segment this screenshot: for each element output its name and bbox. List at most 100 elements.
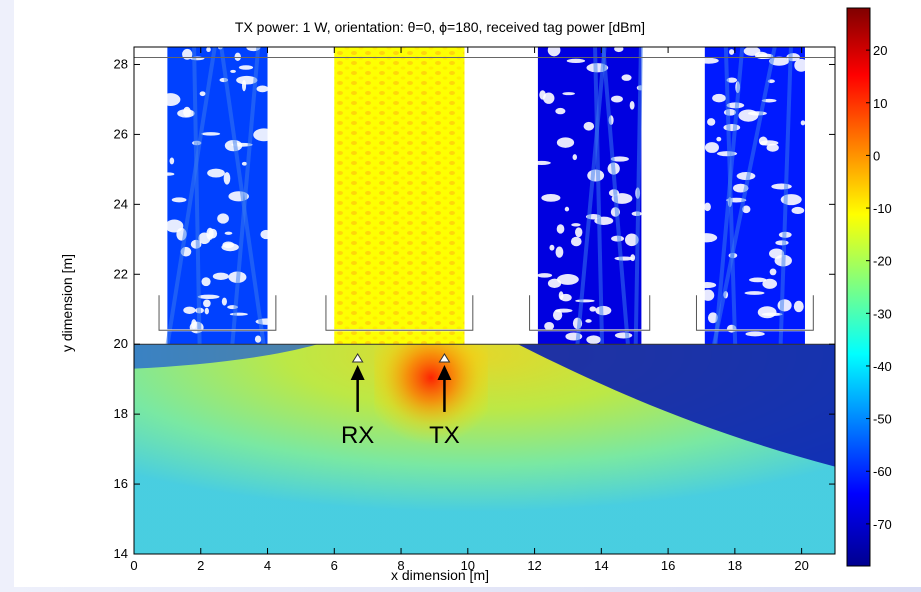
no-signal-patch [614,332,633,339]
no-signal-patch [775,240,789,246]
no-signal-patch [201,277,211,287]
annotation-tx: TX [429,352,460,449]
colorbar-tick-label: -40 [873,359,892,374]
colorbar: 20 10 0 -10 -20 -30 -40 -50 -60 -70 [846,7,892,567]
wall-segment [695,295,814,331]
no-signal-patch [254,335,262,343]
ray-streak [230,46,261,345]
no-signal-patch [230,69,236,73]
no-signal-patch [543,92,555,104]
no-signal-patch [621,74,632,81]
no-signal-patch [171,197,187,203]
region-room-2 [334,47,465,345]
no-signal-patch [199,91,206,97]
colorbar-tick-label: 10 [873,96,887,111]
no-signal-patch [723,123,741,132]
ray-streak [633,46,643,345]
no-signal-patch [712,93,726,103]
no-signal-patch [610,156,629,162]
no-signal-patch [791,206,805,214]
no-signal-patch [160,93,181,106]
no-signal-patch [575,299,595,303]
no-signal-patch [726,77,738,83]
arrow-head [350,364,365,380]
no-signal-patch [762,278,778,289]
no-signal-patch [224,231,233,235]
no-signal-patch [162,172,175,176]
ray-streak [712,46,777,345]
corridor-shadow-left [134,344,318,369]
no-signal-patch [549,244,555,251]
ray-streak [593,46,605,345]
no-signal-patch [748,277,767,283]
colorbar-tick-label: -60 [873,464,892,479]
no-signal-patch [629,100,635,110]
no-signal-patch [217,213,229,224]
x-tick-label: 14 [594,558,608,573]
no-signal-patch [222,241,235,249]
colorbar-tick-label: 0 [873,148,880,163]
no-signal-patch [794,58,809,72]
region-room-1 [160,43,278,345]
colorbar-tick-label: -70 [873,517,892,532]
no-signal-patch [201,132,221,136]
no-signal-patch [552,309,563,321]
x-axis: 0 2 4 6 8 10 12 14 16 18 20 [130,46,836,573]
no-signal-patch [556,274,579,285]
region-corridor [134,344,835,554]
no-signal-patch [183,306,196,314]
no-signal-patch [793,300,804,313]
no-signal-patch [771,183,792,190]
annotation-rx: RX [341,352,374,449]
wall-segment [158,295,277,331]
no-signal-patch [729,49,735,55]
colorbar-tick-label: 20 [873,43,887,58]
no-signal-patch [566,58,586,64]
no-signal-patch [698,57,719,64]
no-signal-patch [757,306,777,319]
no-signal-patch [238,65,254,70]
no-signal-patch [701,289,715,301]
no-signal-patch [743,46,761,56]
no-signal-patch [260,229,272,240]
ray-streak [192,46,202,345]
no-signal-patch [544,321,555,331]
no-signal-patch [570,236,582,247]
x-tick-label: 8 [397,558,404,573]
y-tick-label: 16 [114,476,128,491]
no-signal-patch [169,157,175,165]
no-signal-patch [575,227,583,238]
no-signal-patch [624,233,639,247]
no-signal-patch [253,128,275,142]
x-axis-label: x dimension [m] [391,567,489,583]
no-signal-patch [191,319,197,329]
no-signal-patch [236,75,258,85]
room-speckle [334,47,465,345]
y-tick-label: 22 [114,266,128,281]
no-signal-patch [229,312,248,316]
no-signal-patch [177,109,195,118]
ray-streak [601,46,630,345]
no-signal-patch [212,272,229,280]
no-signal-patch [745,331,765,337]
no-signal-patch [223,172,231,185]
no-signal-patch [742,205,751,214]
no-signal-patch [583,121,595,131]
no-signal-patch [777,299,792,312]
no-signal-patch [766,143,779,152]
no-signal-patch [571,223,581,227]
ray-streak [575,46,607,345]
no-signal-patch [614,256,634,261]
chart-title: TX power: 1 W, orientation: θ=0, ϕ=180, … [235,19,645,35]
no-signal-patch [541,194,561,202]
x-tick-label: 16 [661,558,675,573]
no-signal-patch [198,232,211,245]
annotations: RX TX [341,352,460,449]
colorbar-tick-label: -10 [873,201,892,216]
no-signal-patch [234,52,241,62]
no-signal-patch [562,92,575,96]
plot-frame [133,46,836,555]
no-signal-patch [759,140,779,146]
no-signal-patch [558,291,564,300]
no-signal-patch [716,136,722,142]
